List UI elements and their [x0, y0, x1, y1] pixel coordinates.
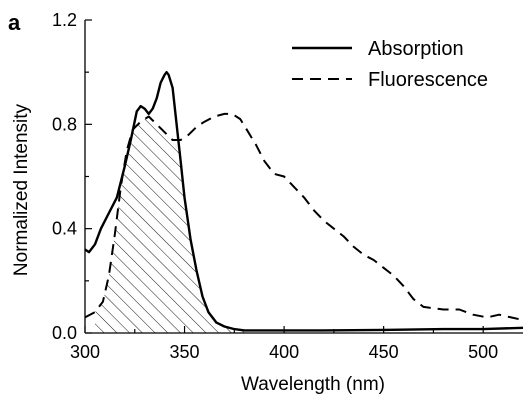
- x-ticks: 300 350 400 450 500: [70, 326, 498, 362]
- panel-label: a: [8, 10, 21, 35]
- y-tick-label: 1.2: [52, 10, 77, 30]
- y-axis-title: Normalized Intensity: [11, 103, 32, 276]
- x-tick-label: 400: [269, 342, 299, 362]
- overlap-region: [95, 116, 255, 333]
- legend-absorption-label: Absorption: [368, 38, 464, 60]
- legend: Absorption Fluorescence: [292, 38, 488, 91]
- x-axis-title: Wavelength (nm): [241, 374, 385, 395]
- x-tick-label: 500: [468, 342, 498, 362]
- x-tick-label: 450: [369, 342, 399, 362]
- y-ticks: 0.0 0.4 0.8 1.2: [52, 10, 92, 343]
- absorption-series-line: [84, 71, 523, 332]
- x-tick-label: 300: [70, 342, 100, 362]
- legend-fluorescence-label: Fluorescence: [368, 69, 488, 91]
- x-tick-label: 350: [170, 342, 200, 362]
- plot-area: [84, 71, 523, 333]
- y-tick-label: 0.4: [52, 219, 77, 239]
- fluorescence-series-line: [84, 112, 523, 321]
- y-tick-label: 0.8: [52, 114, 77, 134]
- y-tick-label: 0.0: [52, 323, 77, 343]
